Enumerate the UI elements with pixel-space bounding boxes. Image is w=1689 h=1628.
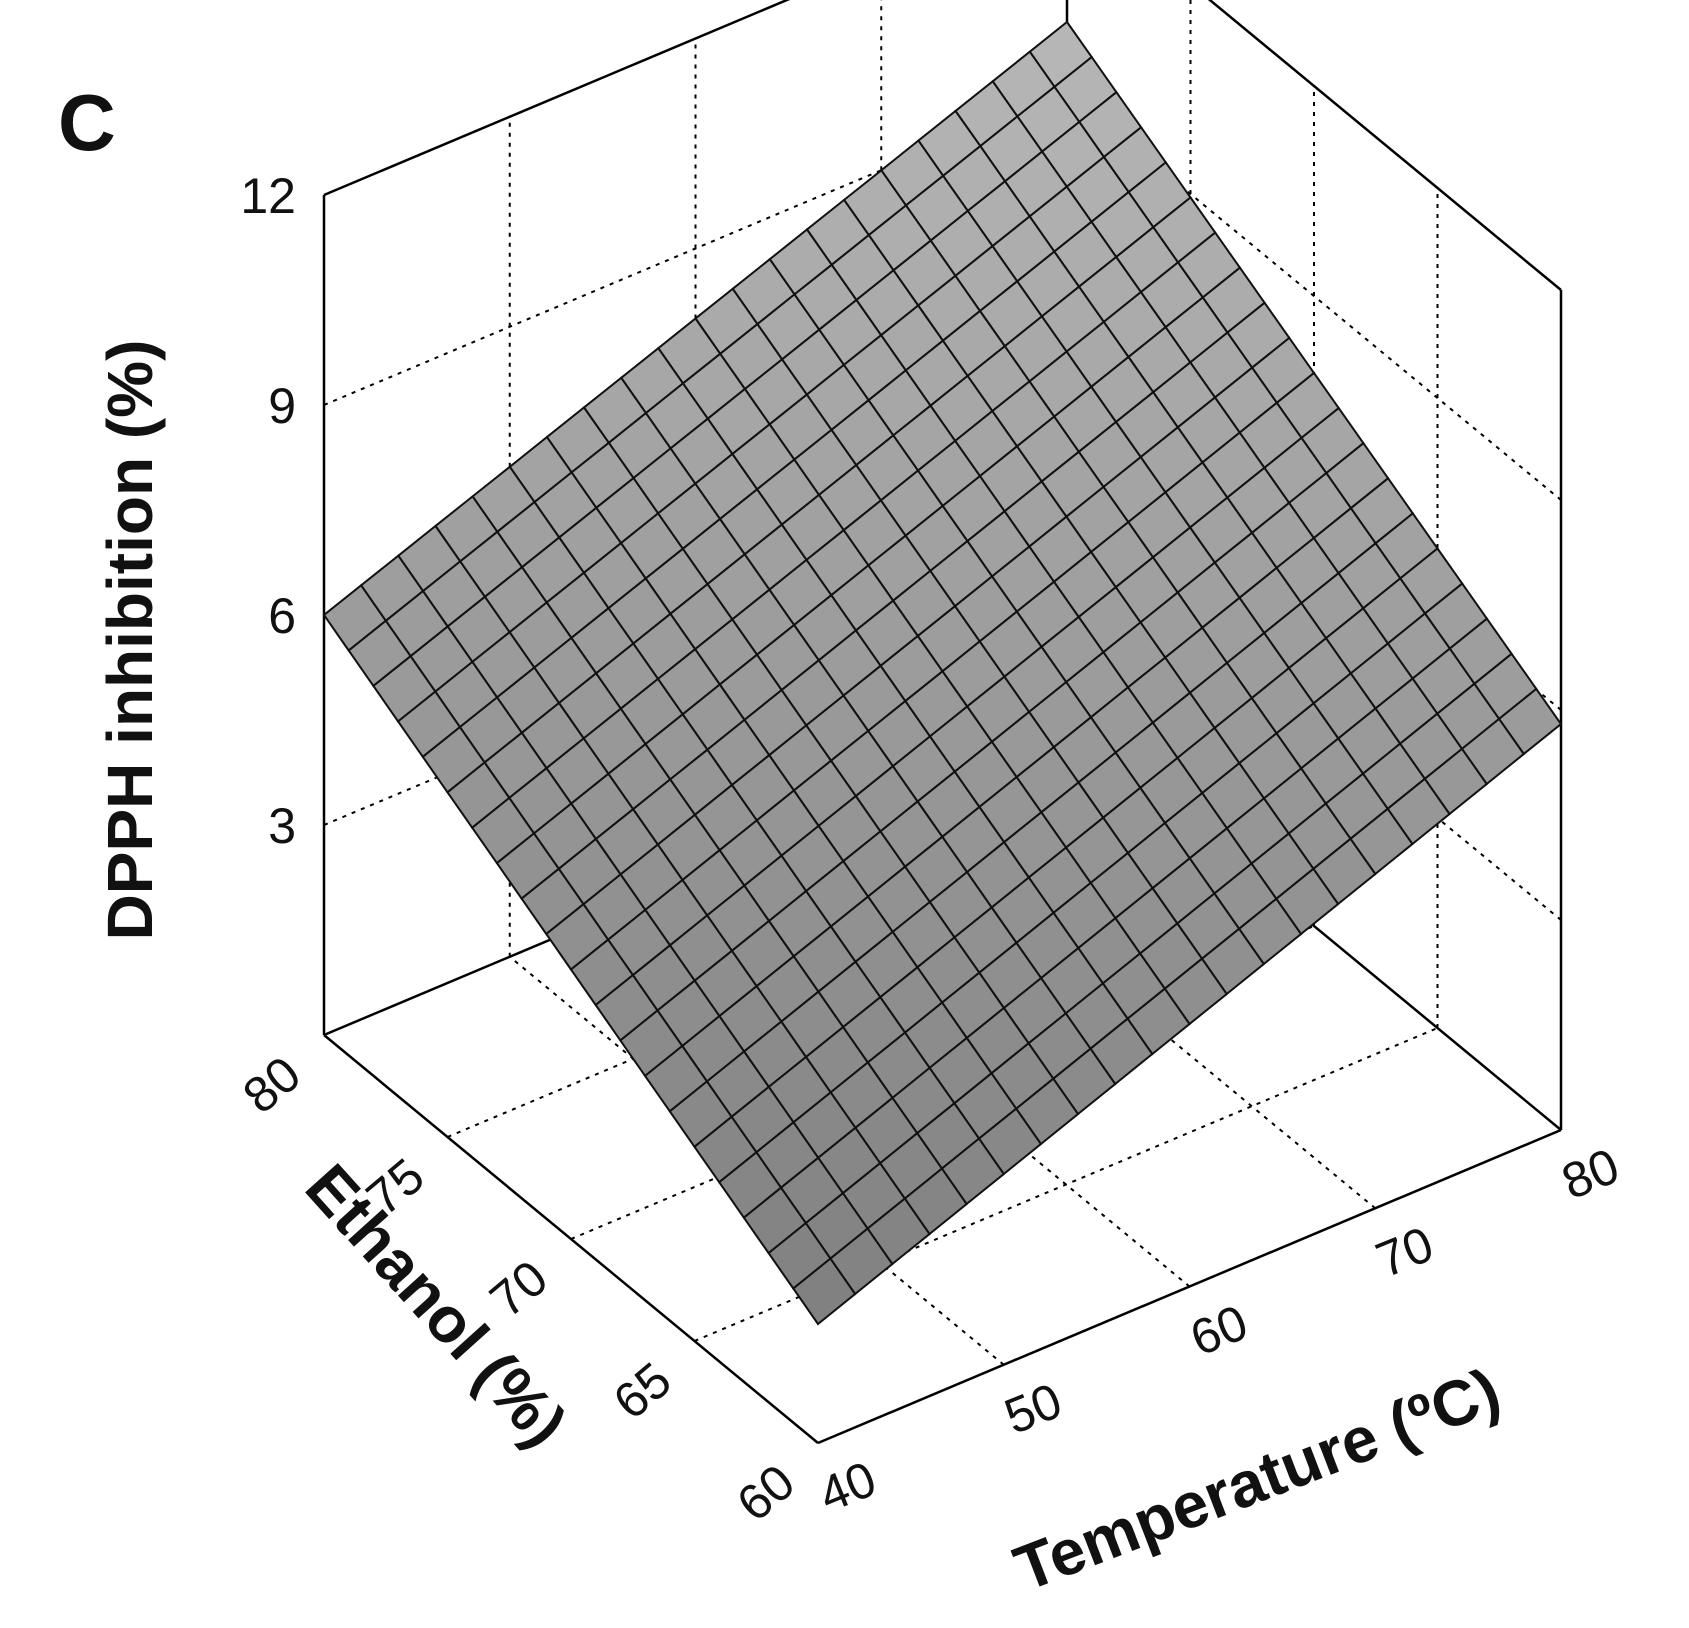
y-tick-label: 60 — [726, 1454, 805, 1533]
x-tick-label: 50 — [997, 1372, 1070, 1445]
z-axis-title: DPPH inhibition (%) — [94, 340, 166, 941]
x-tick-label: 40 — [811, 1450, 884, 1523]
x-tick-label: 70 — [1368, 1216, 1441, 1289]
z-tick-label: 12 — [240, 168, 296, 224]
frame-edge — [323, 1034, 819, 1444]
frame-edge — [817, 1128, 1562, 1445]
frame-edge — [1207, 0, 1562, 291]
panel-letter: C — [58, 78, 116, 167]
y-tick-label: 65 — [603, 1352, 682, 1431]
x-tick-label: 80 — [1554, 1137, 1627, 1210]
z-tick-label: 3 — [268, 798, 296, 854]
y-tick-label: 80 — [232, 1046, 311, 1125]
x-axis-title: Temperature (ºC) — [1005, 1354, 1510, 1605]
frame-edge — [323, 0, 791, 197]
surface-facet — [791, 1257, 857, 1326]
z-tick-label: 6 — [268, 588, 296, 644]
floor-grid-line — [694, 1027, 1438, 1342]
x-tick-label: 60 — [1183, 1294, 1256, 1367]
z-tick-label: 9 — [268, 378, 296, 434]
surface-layer — [322, 20, 1563, 1326]
